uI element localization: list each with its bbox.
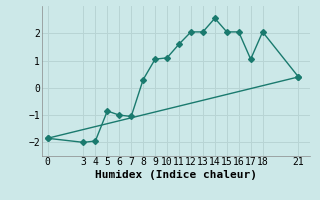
X-axis label: Humidex (Indice chaleur): Humidex (Indice chaleur) <box>95 170 257 180</box>
